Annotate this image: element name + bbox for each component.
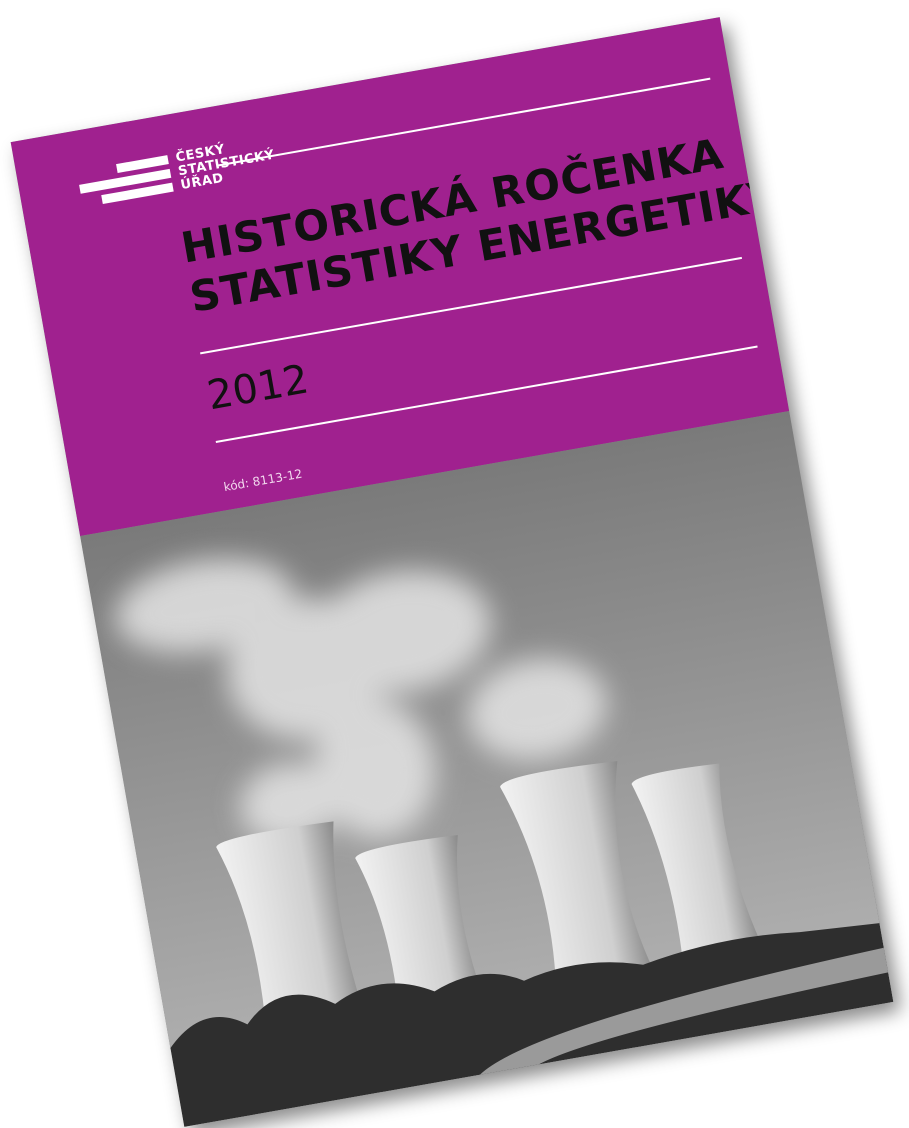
code: kód: 8113-12 <box>222 466 304 495</box>
steam <box>115 558 607 845</box>
photo <box>80 411 894 1127</box>
book-cover: ČESKÝ STATISTICKÝ ÚŘAD HISTORICKÁ ROČENK… <box>10 17 894 1127</box>
cooling-tower <box>500 761 655 991</box>
cooling-tower <box>216 821 371 1052</box>
year: 2012 <box>203 356 313 420</box>
cooling-tower <box>355 834 490 1028</box>
trees <box>170 923 894 1127</box>
cooling-tower <box>631 763 762 958</box>
road <box>479 947 889 1075</box>
